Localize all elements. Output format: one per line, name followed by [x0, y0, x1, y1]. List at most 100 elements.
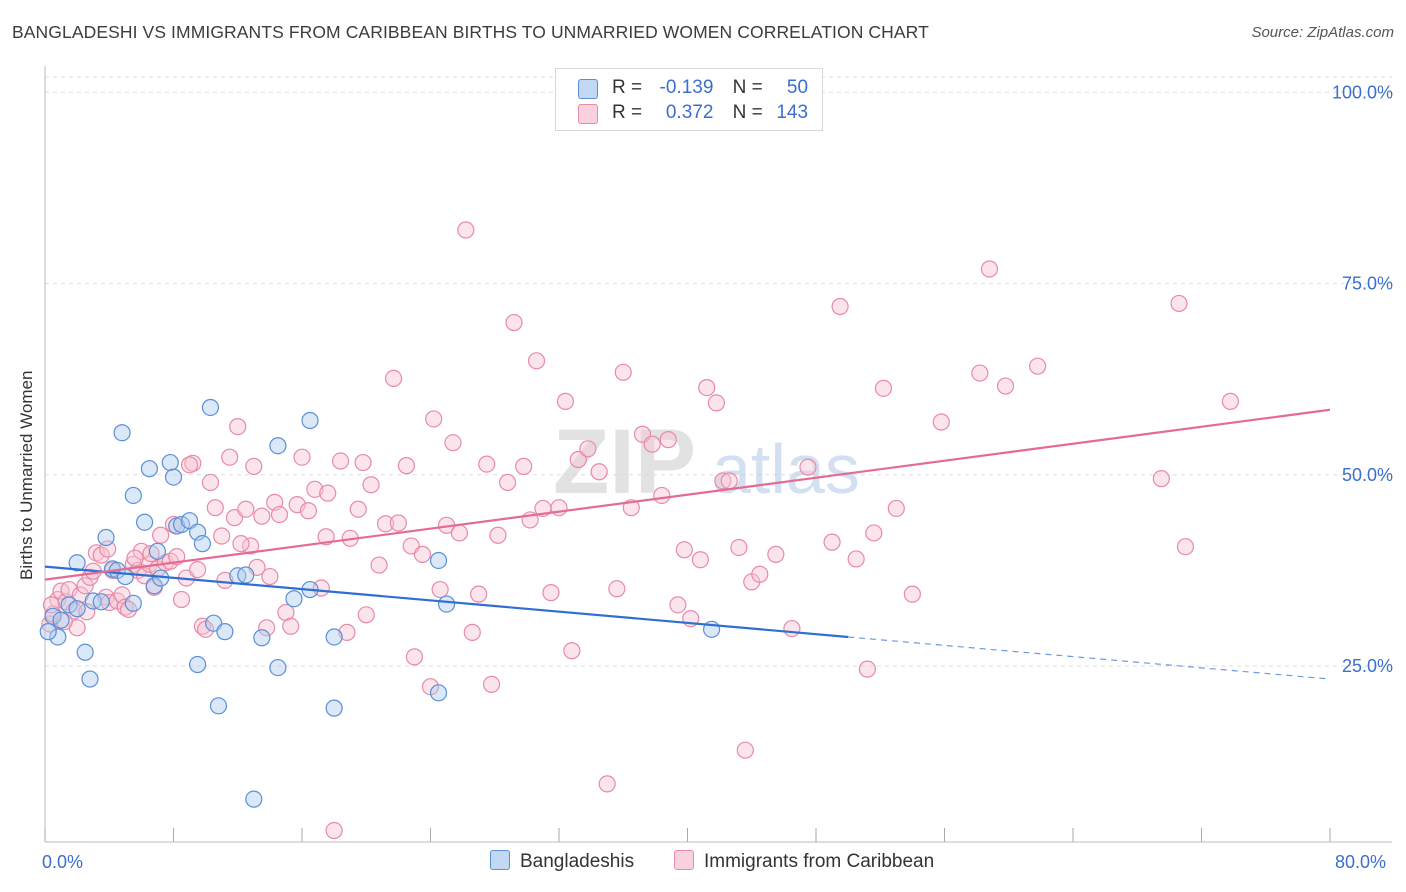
data-point [68, 554, 86, 572]
data-point [78, 603, 96, 621]
data-point [325, 821, 343, 840]
data-point [140, 460, 159, 478]
data-point [751, 565, 769, 583]
data-point [317, 528, 335, 546]
data-point [172, 515, 191, 534]
data-point [282, 617, 300, 635]
data-point [269, 658, 287, 677]
data-point [92, 593, 110, 611]
y-axis-title: Births to Unmarried Women [17, 370, 36, 580]
data-point [429, 684, 448, 702]
data-point [932, 413, 950, 431]
data-point [237, 566, 255, 584]
data-point [92, 546, 110, 564]
data-point [608, 580, 626, 598]
data-point [113, 424, 131, 442]
data-point [253, 629, 271, 647]
data-point [425, 410, 443, 428]
data-point [413, 545, 432, 563]
data-point [52, 611, 70, 629]
data-point [237, 500, 255, 518]
data-point [81, 670, 99, 688]
data-point [188, 655, 207, 674]
data-point [1176, 538, 1195, 556]
legend-n-label: N = [732, 77, 763, 98]
data-point [1152, 470, 1170, 488]
data-point [221, 448, 239, 466]
trend-line-bangladeshis-extension [848, 636, 1331, 680]
data-point [245, 790, 263, 808]
data-point [232, 535, 250, 553]
data-point [376, 515, 395, 533]
data-point [444, 434, 462, 452]
data-point [431, 580, 449, 599]
data-point [736, 741, 754, 759]
data-point [285, 590, 303, 608]
data-point [193, 617, 212, 635]
data-point [68, 600, 86, 618]
data-point [213, 527, 231, 545]
bottom-legend-caribbean: Immigrants from Caribbean [674, 850, 934, 873]
data-point [60, 580, 78, 599]
bottom-legend-label: Bangladeshis [520, 851, 635, 872]
data-point [124, 594, 142, 612]
trend-line-caribbean [44, 408, 1331, 581]
data-point [980, 260, 999, 278]
data-point [39, 623, 57, 641]
data-point [362, 476, 380, 494]
data-point [569, 450, 587, 469]
legend-r-label: R = [612, 102, 643, 123]
data-point [270, 505, 289, 524]
data-point [720, 472, 738, 490]
data-point [1170, 294, 1188, 313]
data-point [450, 524, 469, 542]
data-point [245, 457, 263, 475]
bottom-legend-swatch-blue [490, 850, 510, 870]
data-point [470, 585, 488, 603]
data-point [499, 473, 517, 492]
data-point [405, 648, 424, 666]
data-point [331, 452, 350, 470]
bottom-legend-swatch-pink [674, 850, 694, 870]
y-tick-label: 75.0% [1342, 274, 1393, 294]
data-point [384, 369, 403, 388]
legend-swatch-pink [578, 104, 598, 124]
data-point [823, 533, 841, 551]
data-point [216, 571, 234, 589]
x-tick-min: 0.0% [42, 852, 84, 872]
data-point [482, 675, 501, 694]
data-point [389, 514, 407, 532]
y-tick-labels: 25.0% 50.0% 75.0% 100.0% [1332, 82, 1393, 676]
data-point [614, 363, 632, 381]
y-tick-label: 50.0% [1342, 465, 1393, 485]
data-point [429, 551, 448, 570]
data-point [515, 457, 533, 475]
data-point [338, 623, 356, 641]
data-point [269, 437, 287, 455]
data-point [463, 623, 481, 641]
data-point [164, 468, 183, 486]
data-point [49, 628, 67, 646]
data-point [209, 697, 228, 715]
data-point [996, 377, 1015, 395]
data-point [325, 699, 343, 717]
axes [44, 66, 1392, 843]
data-point [299, 502, 318, 520]
data-point [767, 545, 785, 563]
data-point [707, 394, 726, 412]
data-point [44, 607, 62, 625]
legend-r-label: R = [612, 77, 643, 98]
data-point [887, 499, 905, 518]
data-point [1221, 392, 1240, 410]
legend-r-value: -0.139 [659, 77, 714, 98]
x-tick-max: 80.0% [1335, 852, 1387, 872]
data-point [783, 619, 801, 638]
data-point [542, 584, 560, 602]
series-immigrants-from-caribbean [41, 221, 1240, 840]
data-point [505, 313, 523, 332]
correlation-legend: R = -0.139 N = 50 R = 0.372 N = 143 [555, 68, 823, 131]
data-point [293, 448, 311, 466]
data-point [258, 619, 276, 637]
data-point [357, 606, 375, 624]
